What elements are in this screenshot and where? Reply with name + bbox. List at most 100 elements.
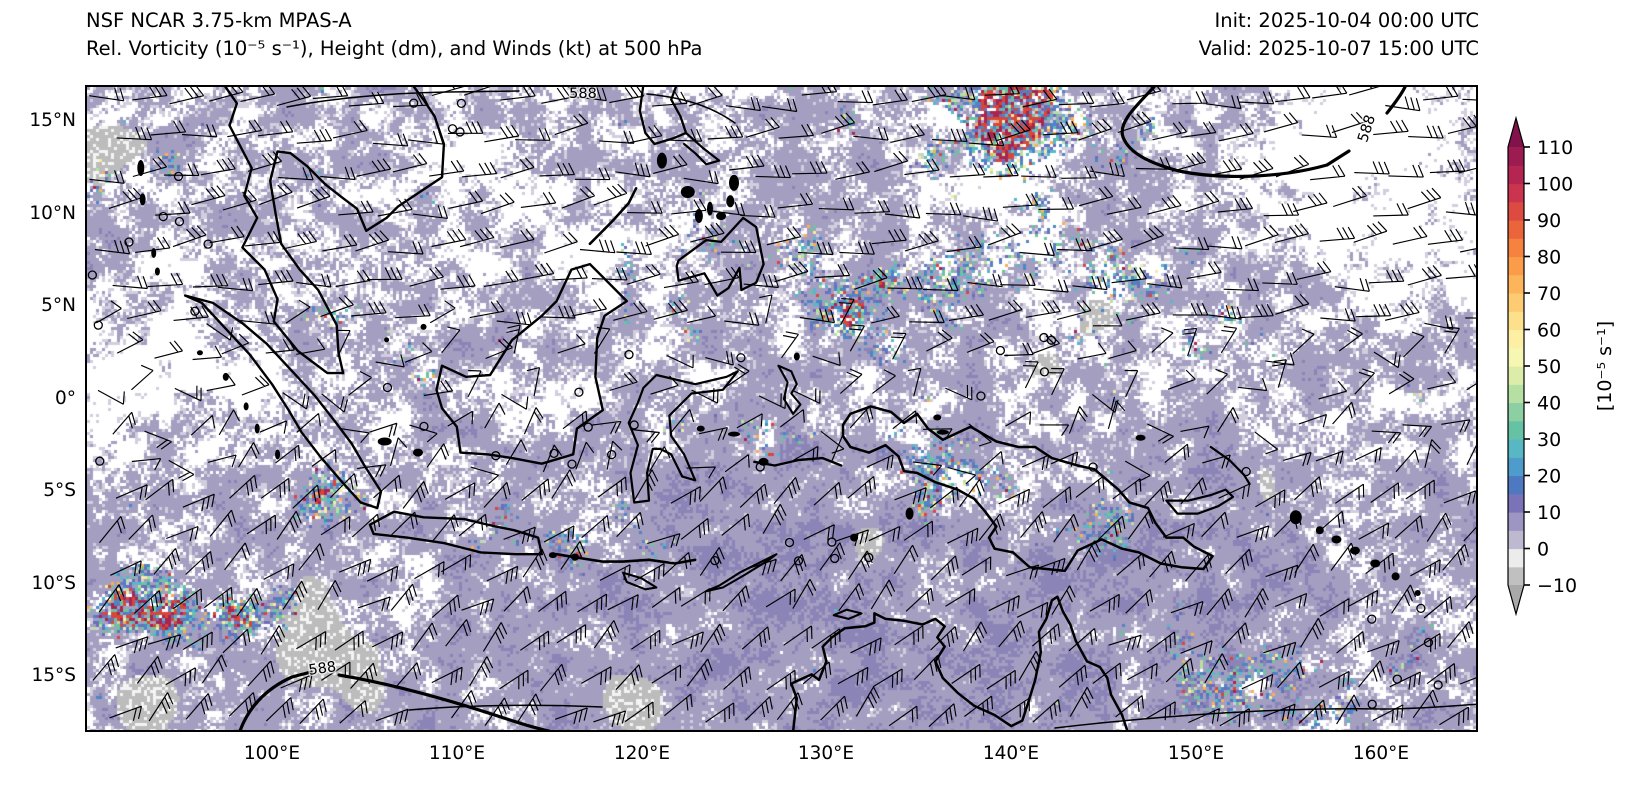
height-contour [1385,87,1407,115]
station-circle [190,306,200,316]
colorbar-segment [1508,512,1524,531]
map-overlay: 588 588 588 [87,87,1476,730]
island [420,323,427,330]
page-subtitle: Rel. Vorticity (10⁻⁵ s⁻¹), Height (dm), … [86,37,703,60]
island [1391,572,1400,581]
island [1135,434,1146,441]
island [1370,559,1381,568]
coastlines [137,87,1421,730]
island [196,350,203,356]
station-circles [87,98,1443,709]
x-tick-label: 160°E [1352,743,1410,764]
island [254,423,260,434]
island [377,437,392,446]
height-contour [286,90,520,108]
station-circle [1433,680,1443,690]
island [137,160,145,176]
station-circle [455,127,465,137]
station-circle [456,98,467,109]
coastline [832,608,863,620]
calm-circle [755,462,765,472]
island [154,267,160,276]
colorbar-segment [1508,475,1524,495]
x-tick-label: 120°E [613,743,671,764]
station-circle [203,239,213,249]
station-circle [1046,335,1057,345]
coastline [588,187,638,246]
valid-time-label: Valid: 2025-10-07 15:00 UTC [1198,37,1479,60]
calm-circle [95,456,105,466]
island [1349,546,1360,555]
colorbar-segment [1508,147,1524,166]
coastline [224,87,446,375]
colorbar-segment [1508,311,1524,331]
contour-label: 588 [1355,113,1379,144]
island [793,352,800,361]
island [758,457,769,466]
island [571,553,580,561]
coastline [368,510,543,556]
calm-circle [736,353,746,363]
colorbar-tick-label: 50 [1537,356,1561,378]
island [905,507,914,520]
colorbar-arrow-top [1508,118,1524,147]
x-tick-label: 140°E [982,743,1040,764]
station-circle [173,171,184,182]
station-circle [827,537,837,547]
contour-label: 588 [569,87,597,102]
station-circle [710,556,720,566]
y-tick-label: 10°S [31,573,76,594]
coastline [777,364,802,415]
station-circle [124,237,134,247]
colorbar-segment [1508,420,1524,440]
island [1331,535,1342,544]
station-circle [629,420,639,430]
colorbar-segment [1508,165,1524,185]
calm-circle [382,382,393,393]
station-circle [491,451,501,461]
page-title: NSF NCAR 3.75-km MPAS-A [86,9,352,32]
colorbar-segment [1508,293,1524,312]
colorbar-segment [1508,329,1524,349]
station-circle [158,211,168,222]
y-tick-label: 15°S [31,665,76,686]
station-circle [1367,699,1377,709]
colorbar-tick-label: 100 [1537,174,1573,196]
init-time-label: Init: 2025-10-04 00:00 UTC [1214,9,1479,32]
station-circle [409,98,419,108]
station-circle [1039,367,1050,377]
island [656,152,667,169]
height-contour [408,704,603,711]
station-circle [567,459,577,469]
coastline [841,405,1214,573]
colorbar-tick-label: 60 [1537,320,1561,342]
station-circle [830,553,840,564]
coastline [435,262,628,465]
coastline [1209,445,1251,486]
island [680,186,695,199]
coastline [683,131,721,166]
colorbar-tick-label: −10 [1537,575,1577,597]
station-circle [1392,674,1402,684]
wind-barbs [89,87,1476,728]
station-circle [995,345,1006,356]
colorbar-segment [1508,201,1524,221]
colorbar-tick-label: 40 [1537,393,1561,415]
colorbar-tick-label: 10 [1537,502,1561,524]
station-circle [583,422,593,432]
height-contours [238,87,1476,730]
y-tick-label: 10°N [29,203,76,224]
island [728,431,740,437]
height-contour [646,93,736,124]
colorbar-segment [1508,274,1524,294]
calm-circle [624,349,634,360]
y-tick-label: 5°N [41,295,76,316]
colorbar-tick-label: 30 [1537,429,1561,451]
island [275,449,281,460]
island [1414,590,1421,597]
x-tick-label: 110°E [428,743,486,764]
island [936,429,949,435]
coastline [627,370,739,504]
colorbar-segment [1508,384,1524,404]
